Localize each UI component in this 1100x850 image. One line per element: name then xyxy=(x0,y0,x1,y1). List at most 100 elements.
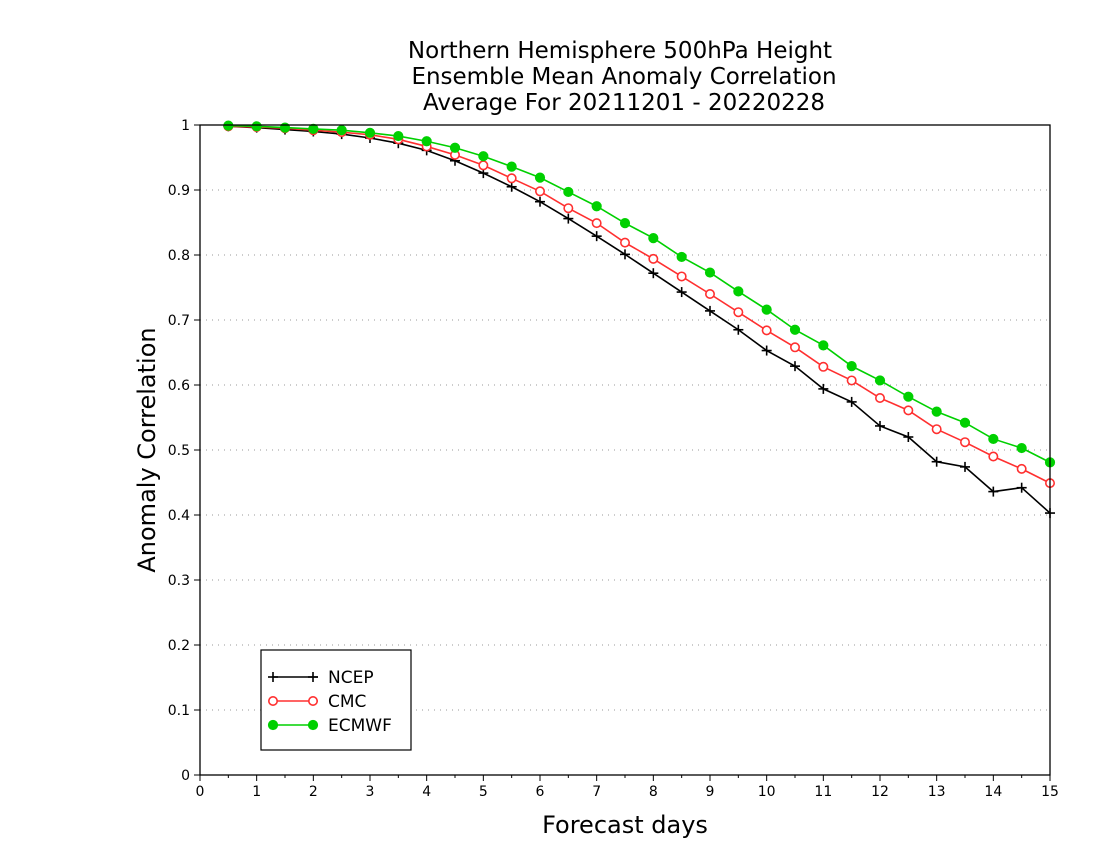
data-point-ncep xyxy=(818,383,829,394)
x-tick-label: 8 xyxy=(649,784,658,800)
data-point-cmc xyxy=(534,186,545,197)
series-line-ecmwf xyxy=(228,124,1051,464)
data-point-ncep xyxy=(875,420,885,431)
data-point-cmc xyxy=(874,392,885,403)
y-axis-ticks: 0 0.1 0.2 0.3 0.4 0.5 0.6 0.7 0.8 0.9 1 xyxy=(168,118,200,784)
data-point-ncep xyxy=(903,432,914,442)
data-point-ecmwf xyxy=(818,340,829,351)
data-point-ncep xyxy=(648,268,659,279)
data-point-ecmwf xyxy=(563,186,574,198)
data-point-ncep xyxy=(535,196,545,207)
title-line-2: Ensemble Mean Anomaly Correlation xyxy=(411,64,836,90)
y-tick-label: 0 xyxy=(181,768,190,784)
title-line-3: Average For 20211201 - 20220228 xyxy=(423,90,825,116)
data-point-cmc xyxy=(648,253,659,264)
data-point-cmc xyxy=(563,203,574,214)
data-point-ecmwf xyxy=(1016,442,1027,454)
legend-item-ncep: NCEP xyxy=(268,668,374,688)
y-tick-label: 0.8 xyxy=(168,248,190,264)
data-point-cmc xyxy=(818,361,829,372)
x-tick-label: 14 xyxy=(984,784,1002,800)
data-point-cmc xyxy=(704,288,715,299)
data-point-cmc xyxy=(761,325,772,336)
data-point-ncep xyxy=(506,181,517,192)
legend-items: NCEP CMC ECMWF xyxy=(267,668,392,736)
y-tick-label: 0.1 xyxy=(168,703,190,719)
data-point-ecmwf xyxy=(308,123,319,134)
data-point-ncep xyxy=(988,486,999,497)
data-point-ncep xyxy=(761,345,772,356)
x-tick-label: 15 xyxy=(1041,784,1059,800)
x-tick-label: 4 xyxy=(422,784,431,800)
legend-marker-cmc xyxy=(267,695,278,706)
x-tick-label: 2 xyxy=(309,784,318,800)
x-tick-label: 13 xyxy=(928,784,946,800)
legend-label-ecmwf: ECMWF xyxy=(328,716,392,736)
data-point-ecmwf xyxy=(619,218,631,229)
data-point-ncep xyxy=(1016,482,1027,493)
x-axis-label: Forecast days xyxy=(542,811,708,839)
data-point-cmc xyxy=(478,160,489,171)
x-tick-label: 11 xyxy=(814,784,832,800)
data-point-ncep xyxy=(620,249,630,260)
data-point-ecmwf xyxy=(648,233,659,244)
legend: NCEP CMC ECMWF xyxy=(260,649,412,751)
chart-title: Northern Hemisphere 500hPa Height Ensemb… xyxy=(408,38,837,116)
data-point-ecmwf xyxy=(534,172,546,183)
series-ncep xyxy=(223,121,1055,519)
x-tick-label: 6 xyxy=(536,784,545,800)
data-point-cmc xyxy=(931,424,942,435)
y-tick-label: 0.2 xyxy=(168,638,190,654)
y-tick-label: 0.6 xyxy=(168,378,190,394)
data-point-cmc xyxy=(591,218,602,229)
data-point-ecmwf xyxy=(733,286,744,297)
series-ecmwf xyxy=(223,120,1056,468)
x-tick-label: 9 xyxy=(706,784,715,800)
data-point-ecmwf xyxy=(704,267,716,278)
data-point-ecmwf xyxy=(903,391,914,402)
data-point-ncep xyxy=(960,461,970,472)
series-group xyxy=(223,120,1056,519)
series-cmc xyxy=(223,121,1056,489)
series-line-cmc xyxy=(228,125,1051,484)
data-point-cmc xyxy=(846,375,857,386)
data-point-ncep xyxy=(846,396,857,407)
data-point-cmc xyxy=(506,173,517,184)
data-point-cmc xyxy=(959,437,970,448)
data-point-ncep xyxy=(563,213,574,224)
title-line-1: Northern Hemisphere 500hPa Height xyxy=(408,38,832,64)
x-tick-label: 0 xyxy=(196,784,205,800)
x-tick-label: 7 xyxy=(592,784,601,800)
data-point-ecmwf xyxy=(506,161,517,172)
x-tick-label: 5 xyxy=(479,784,488,800)
data-point-ecmwf xyxy=(393,130,404,142)
data-point-ecmwf xyxy=(591,201,602,212)
y-tick-label: 0.9 xyxy=(168,183,190,199)
data-point-ncep xyxy=(733,324,744,335)
plot-frame xyxy=(199,124,1051,776)
data-point-ecmwf xyxy=(789,324,801,335)
data-point-ecmwf xyxy=(251,121,262,132)
data-point-ncep xyxy=(676,287,687,298)
legend-marker-cmc xyxy=(307,695,318,706)
x-tick-label: 1 xyxy=(252,784,261,800)
data-point-ecmwf xyxy=(449,142,461,153)
data-point-ecmwf xyxy=(364,127,376,138)
data-point-cmc xyxy=(789,342,800,353)
data-point-ecmwf xyxy=(676,251,687,263)
y-axis-label: Anomaly Correlation xyxy=(133,327,161,572)
data-point-cmc xyxy=(676,271,687,282)
data-point-ecmwf xyxy=(421,136,432,147)
legend-marker-ecmwf xyxy=(267,719,279,731)
y-tick-label: 1 xyxy=(181,118,190,134)
legend-label-cmc: CMC xyxy=(328,692,366,712)
data-point-ncep xyxy=(931,456,942,467)
data-point-ecmwf xyxy=(931,406,942,417)
legend-item-cmc: CMC xyxy=(267,692,366,712)
y-tick-label: 0.5 xyxy=(168,443,190,459)
legend-box xyxy=(260,649,412,751)
x-tick-label: 12 xyxy=(871,784,889,800)
legend-label-ncep: NCEP xyxy=(328,668,374,688)
data-point-ecmwf xyxy=(761,304,772,315)
